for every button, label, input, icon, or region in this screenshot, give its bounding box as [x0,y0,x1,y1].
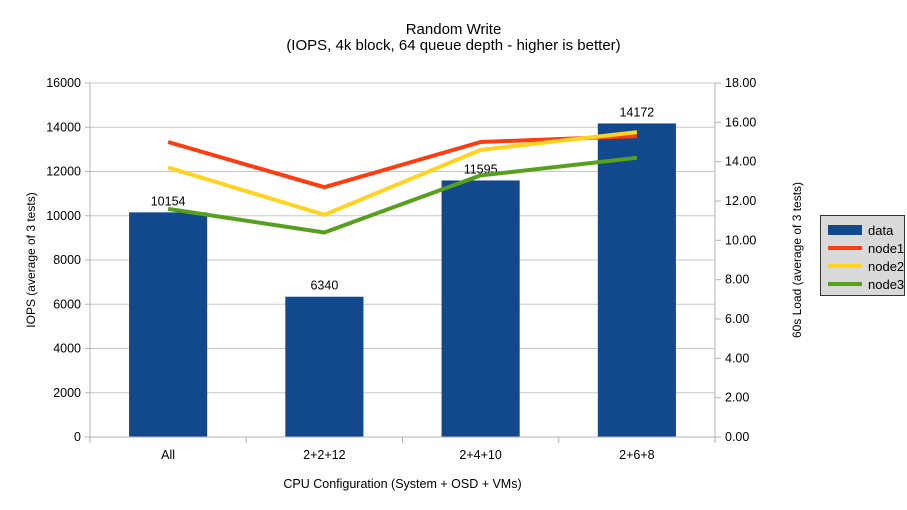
x-category-label: 2+6+8 [619,448,655,462]
left-axis-tick-label: 12000 [46,165,81,179]
bar-value-label: 10154 [151,194,186,208]
swatch-color [828,225,862,235]
bar-2+4+10 [441,180,520,437]
series-line-node1 [167,134,637,190]
left-axis-tick-label: 16000 [46,76,81,90]
chart-title: Random Write [405,21,502,38]
right-axis-tick-label: 8.00 [725,273,749,287]
legend-item-node2: node2 [828,257,904,275]
swatch-color [828,282,862,286]
x-category-label: 2+4+10 [459,448,501,462]
left-axis-tick-label: 8000 [53,253,81,267]
legend-line-swatch-icon [828,246,862,250]
right-axis-tick-label: 6.00 [725,312,749,326]
left-axis-tick-label: 14000 [46,120,81,134]
right-axis-tick-label: 16.00 [725,115,756,129]
right-axis-tick-label: 18.00 [725,76,756,90]
legend-label: node3 [868,276,905,292]
legend: data node1 node2 node3 [820,215,905,296]
swatch-color [828,264,862,268]
left-axis-tick-label: 10000 [46,209,81,223]
right-axis-tick-label: 2.00 [725,391,749,405]
right-axis-tick-label: 12.00 [725,194,756,208]
x-category-label: All [161,448,175,462]
bar-All [129,212,208,437]
x-axis-title: CPU Configuration (System + OSD + VMs) [283,477,522,491]
right-axis-tick-label: 0.00 [725,430,749,444]
chart-subtitle: (IOPS, 4k block, 64 queue depth - higher… [286,37,621,54]
bar-value-label: 6340 [310,279,338,293]
legend-item-data: data [828,221,904,239]
series-line-node2 [167,130,638,217]
legend-item-node1: node1 [828,239,904,257]
right-axis-tick-label: 4.00 [725,351,749,365]
series-line-node3 [167,155,638,235]
legend-bar-swatch-icon [828,225,862,235]
right-axis-tick-label: 10.00 [725,233,756,247]
bar-value-label: 14172 [619,105,654,119]
legend-label: data [868,222,894,238]
left-axis-tick-label: 0 [74,430,81,444]
right-axis-tick-label: 14.00 [725,155,756,169]
legend-label: node1 [868,240,905,256]
legend-label: node2 [868,258,905,274]
bar-2+2+12 [285,296,364,437]
left-axis-tick-label: 2000 [53,386,81,400]
legend-line-swatch-icon [828,264,862,268]
legend-line-swatch-icon [828,282,862,286]
bar-2+6+8 [597,123,676,437]
left-axis-tick-label: 6000 [53,297,81,311]
left-axis-tick-label: 4000 [53,342,81,356]
legend-item-node3: node3 [828,275,904,293]
x-category-label: 2+2+12 [303,448,345,462]
swatch-color [828,246,862,250]
